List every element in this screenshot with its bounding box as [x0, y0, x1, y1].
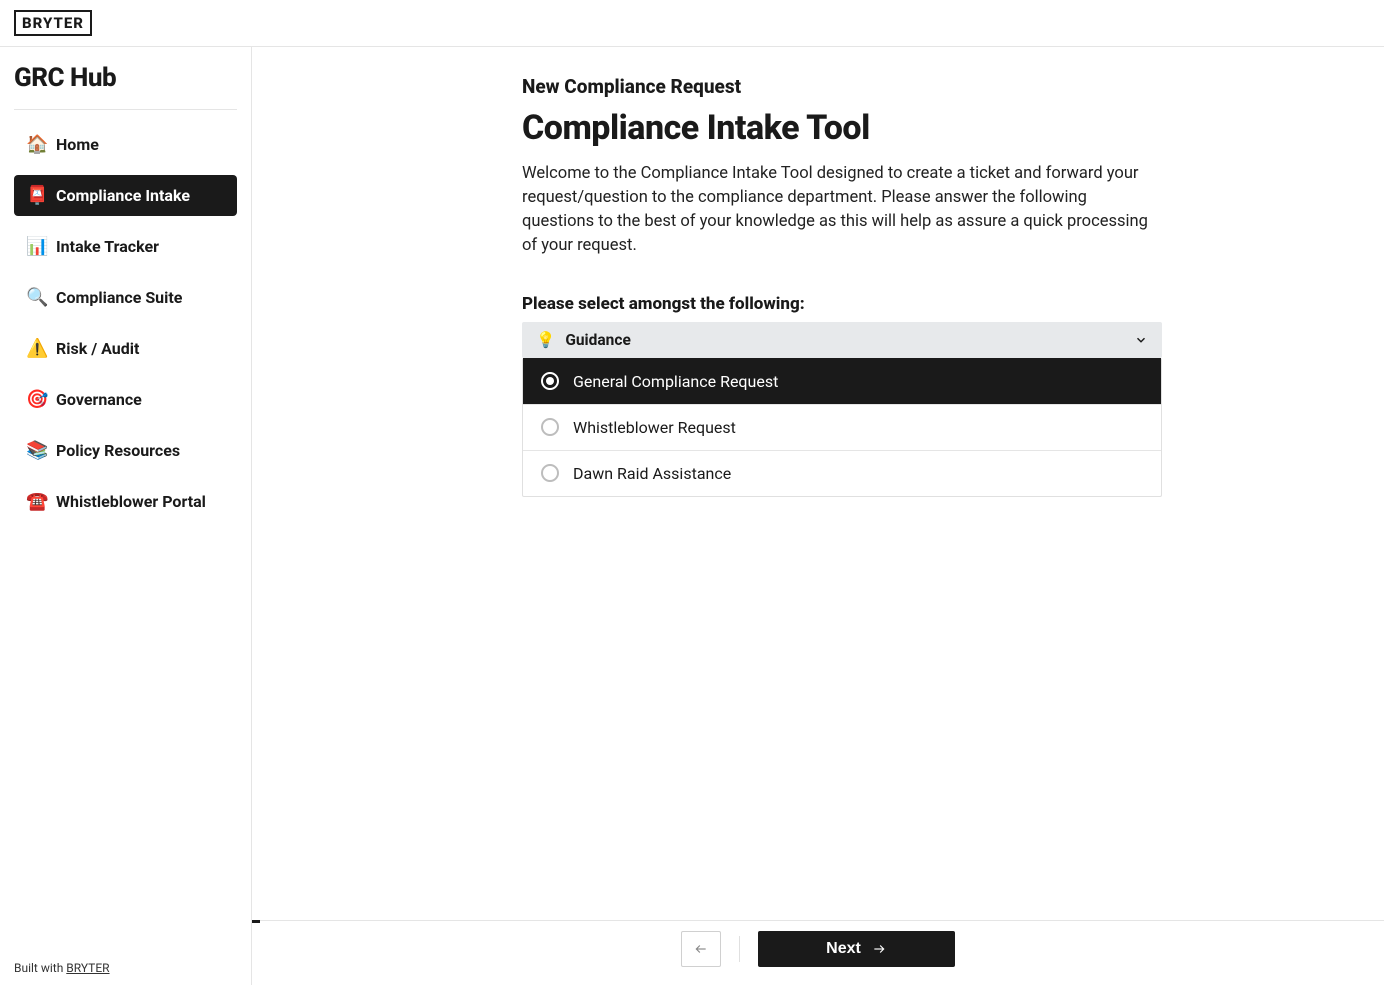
- nav-label: Whistleblower Portal: [56, 492, 206, 511]
- nav-icon: 📮: [26, 185, 48, 206]
- option-0[interactable]: General Compliance Request: [523, 358, 1161, 404]
- sidebar-item-5[interactable]: 🎯 Governance: [14, 379, 237, 420]
- brand-logo: BRYTER: [14, 10, 92, 36]
- sidebar-item-7[interactable]: ☎️ Whistleblower Portal: [14, 481, 237, 522]
- next-button-label: Next: [826, 940, 861, 958]
- footer-prefix: Built with: [14, 961, 66, 975]
- topbar: BRYTER: [0, 0, 1384, 47]
- form-wrap: New Compliance Request Compliance Intake…: [522, 75, 1162, 497]
- progress-indicator: [252, 920, 260, 923]
- question-label: Please select amongst the following:: [522, 294, 1162, 314]
- nav-label: Risk / Audit: [56, 339, 139, 358]
- nav-label: Governance: [56, 390, 142, 409]
- sidebar: GRC Hub 🏠 Home 📮 Compliance Intake 📊 Intake T…: [0, 47, 252, 985]
- option-1[interactable]: Whistleblower Request: [523, 404, 1161, 450]
- option-2[interactable]: Dawn Raid Assistance: [523, 450, 1161, 496]
- radio-icon: [541, 464, 559, 482]
- nav-icon: ☎️: [26, 491, 48, 512]
- chevron-down-icon: [1134, 333, 1148, 347]
- nav-label: Compliance Intake: [56, 186, 190, 205]
- option-label: General Compliance Request: [573, 372, 778, 391]
- nav-icon: 🔍: [26, 287, 48, 308]
- nav-label: Compliance Suite: [56, 288, 182, 307]
- sidebar-title: GRC Hub: [14, 63, 237, 110]
- radio-icon: [541, 372, 559, 390]
- option-label: Dawn Raid Assistance: [573, 464, 731, 483]
- sidebar-item-4[interactable]: ⚠️ Risk / Audit: [14, 328, 237, 369]
- nav-label: Intake Tracker: [56, 237, 159, 256]
- nav-list: 🏠 Home 📮 Compliance Intake 📊 Intake Tracker 🔍 C…: [14, 124, 237, 522]
- page-title: Compliance Intake Tool: [522, 108, 1162, 148]
- option-label: Whistleblower Request: [573, 418, 736, 437]
- sidebar-item-1[interactable]: 📮 Compliance Intake: [14, 175, 237, 216]
- guidance-toggle[interactable]: 💡 Guidance: [522, 322, 1162, 358]
- nav-icon: 📊: [26, 236, 48, 257]
- nav-icon: 🎯: [26, 389, 48, 410]
- nav-icon: 📚: [26, 440, 48, 461]
- form-subheader: New Compliance Request: [522, 75, 1162, 98]
- nav-label: Policy Resources: [56, 441, 180, 460]
- sidebar-item-6[interactable]: 📚 Policy Resources: [14, 430, 237, 471]
- next-button[interactable]: Next: [758, 931, 955, 967]
- content-row: GRC Hub 🏠 Home 📮 Compliance Intake 📊 Intake T…: [0, 47, 1384, 985]
- nav-icon: ⚠️: [26, 338, 48, 359]
- footer-bar: Next: [252, 920, 1384, 985]
- arrow-left-icon: [693, 942, 709, 956]
- footer-brand-link[interactable]: BRYTER: [66, 961, 109, 975]
- main-scroll[interactable]: New Compliance Request Compliance Intake…: [252, 47, 1384, 920]
- options-list: General Compliance Request Whistleblower …: [522, 358, 1162, 497]
- sidebar-item-2[interactable]: 📊 Intake Tracker: [14, 226, 237, 267]
- nav-label: Home: [56, 135, 99, 154]
- back-button[interactable]: [681, 931, 721, 967]
- radio-icon: [541, 418, 559, 436]
- form-intro: Welcome to the Compliance Intake Tool de…: [522, 162, 1162, 258]
- lightbulb-icon: 💡: [536, 331, 555, 349]
- divider: [739, 936, 740, 962]
- main: New Compliance Request Compliance Intake…: [252, 47, 1384, 985]
- guidance-label: Guidance: [565, 331, 631, 349]
- arrow-right-icon: [871, 942, 887, 956]
- sidebar-item-3[interactable]: 🔍 Compliance Suite: [14, 277, 237, 318]
- sidebar-footer: Built with BRYTER: [14, 961, 237, 975]
- nav-icon: 🏠: [26, 134, 48, 155]
- sidebar-item-0[interactable]: 🏠 Home: [14, 124, 237, 165]
